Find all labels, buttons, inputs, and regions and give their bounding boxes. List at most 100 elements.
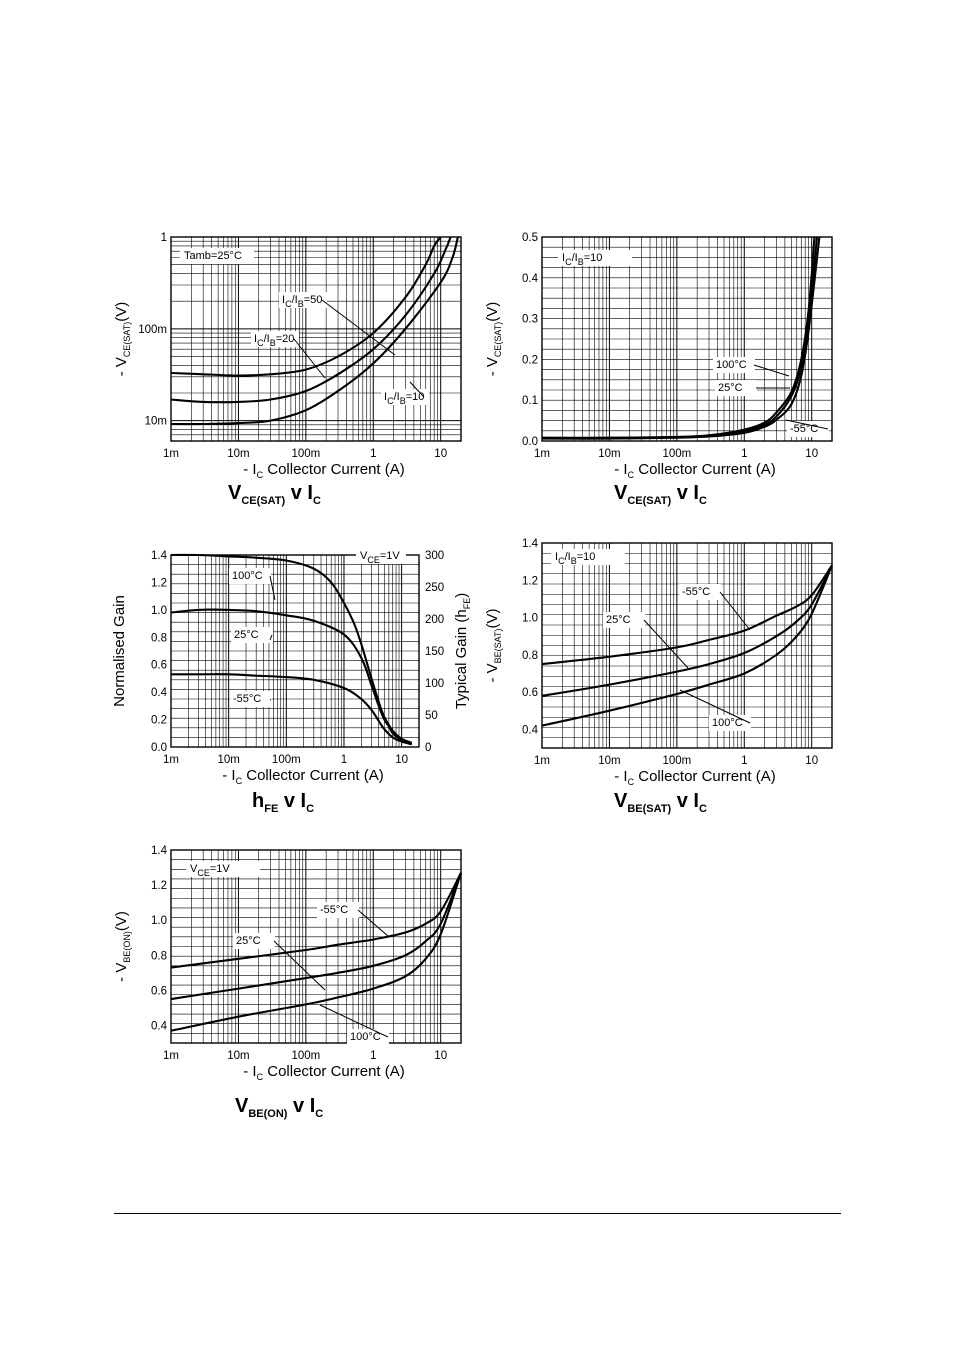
series-annotation: 25°C [231,627,273,643]
condition-text: VCE=1V [360,550,400,565]
condition-box [356,548,406,564]
y-tick-label: 0.0 [151,742,167,754]
x-tick-label: 10 [434,1050,447,1062]
annotation-text: 100°C [232,570,263,582]
condition-label: VCE=1V [356,548,406,565]
condition-text: VCE=1V [190,863,230,878]
plot-frame [541,542,833,749]
x-tick-label: 10m [598,448,620,460]
leader-line [785,419,829,430]
y-tick-label: 0.4 [151,687,168,699]
series-annotation: 100°C [713,357,790,377]
annotation-text: 25°C [236,935,261,947]
annotation-text: 25°C [234,629,259,641]
leader-line [719,591,751,631]
y-tick-label: 0.6 [151,660,167,672]
annotation-text: 100°C [716,359,747,371]
leader-line [319,1004,389,1038]
annotation-text: -55°C [682,586,710,598]
x-tick-label: 10 [805,448,818,460]
y-tick-label: 1.0 [151,915,167,927]
plot-frame [170,236,462,442]
leader-line [269,698,272,701]
chart-vcesat-ratio: 1m 10m 100m 1 10- IC Collector Current (A)10… [113,232,462,507]
x-axis-label: - IC Collector Current (A) [222,767,384,786]
x-axis-label: - IC Collector Current (A) [243,1063,405,1082]
series-annotation: -55°C [317,902,389,937]
series-annotation: IC/IB=10 [381,381,429,406]
y-tick-label: 0.1 [522,395,538,407]
x-tick-label: 1 [370,1050,376,1062]
x-tick-label: 100m [291,448,320,460]
y-tick-label: 10m [145,416,167,428]
condition-label: IC/IB=10 [558,250,632,267]
annotation-text: IC/IB=20 [254,333,294,348]
annotation-text: -55°C [790,423,818,435]
grid [541,236,833,442]
chart-vcesat-temp: 1m 10m 100m 1 10 - IC Collector Current (A) 0.… [484,232,833,507]
x-tick-label: 10 [805,755,818,767]
chart-title: VBE(ON) v IC [235,1095,323,1120]
leader-line [409,381,425,398]
x-axis: 1m 10m 100m 1 10 - IC Collector Current (A) [163,754,408,786]
y2-axis: 0 50 100 150 200 250 300 Typical Gain (hFE) [425,550,472,754]
annotation-text: -55°C [320,904,348,916]
grid [170,849,462,1044]
y2-tick-label: 0 [425,742,431,754]
annotation-text: IC/IB=10 [384,391,424,406]
x-axis: 1m 10m 100m 1 10 - IC Collector Current (A) [163,448,447,480]
footer-rule [114,1213,841,1214]
y-tick-label: 1.4 [151,550,168,562]
y-axis-label: - VBE(ON)(V) [113,911,132,982]
x-tick-label: 100m [662,755,691,767]
annotation-box [715,380,757,396]
x-tick-label: 1m [163,1050,179,1062]
series-group [170,872,462,1032]
leader-line [357,909,389,937]
y-tick-label: 0.5 [522,232,538,244]
series-line-2 [541,564,833,727]
annotation-box [787,421,829,437]
chart-vbeon: 1m 10m 100m 1 10 - IC Collector Current (A) 0.… [113,845,462,1120]
x-tick-label: 10m [227,448,249,460]
grid [170,554,420,748]
leader-line [273,940,326,991]
condition-label: IC/IB=10 [551,549,625,566]
annotation-box [230,691,272,707]
y-tick-label: 1.0 [522,613,538,625]
x-axis: 1m 10m 100m 1 10 - IC Collector Current (A) [163,1050,447,1082]
y-tick-label: 1.0 [151,605,167,617]
series-annotation: IC/IB=50 [279,292,396,356]
series-line-1 [170,236,452,404]
x-tick-label: 10m [598,755,620,767]
chart-hfe: 1m 10m 100m 1 10 - IC Collector Current (A) 0.… [111,548,472,815]
x-tick-label: 10 [434,448,447,460]
annotation-text: IC/IB=50 [282,294,322,309]
annotation-box [713,357,755,373]
x-tick-label: 1 [341,754,347,766]
x-axis: 1m 10m 100m 1 10 - IC Collector Current (A) [534,755,818,787]
y-tick-label: 1.2 [151,577,167,589]
y-tick-label: 1.2 [522,575,538,587]
y2-tick-label: 100 [425,678,444,690]
x-tick-label: 1m [534,755,550,767]
x-axis-label: - IC Collector Current (A) [614,768,776,787]
condition-text: IC/IB=10 [562,252,602,267]
x-tick-label: 1m [163,448,179,460]
series-line-0 [541,564,833,666]
y-axis: 0.0 0.1 0.2 0.3 0.4 0.5 - VCE(SAT)(V) [484,232,539,448]
annotation-text: -55°C [233,693,261,705]
annotation-text: 25°C [718,382,743,394]
y-axis-label: - VBE(SAT)(V) [484,608,503,682]
leader-line [321,299,396,356]
leader-line [679,689,751,724]
chart-title: VCE(SAT) v IC [228,482,321,507]
leader-line [269,575,276,601]
y-tick-label: 1.4 [522,538,539,550]
x-tick-label: 1 [741,448,747,460]
annotation-text: 25°C [606,614,631,626]
y-tick-label: 0.3 [522,314,538,326]
x-tick-label: 100m [272,754,301,766]
y-axis: 0.4 0.6 0.8 1.0 1.2 1.4 - VBE(ON)(V) [113,845,168,1032]
